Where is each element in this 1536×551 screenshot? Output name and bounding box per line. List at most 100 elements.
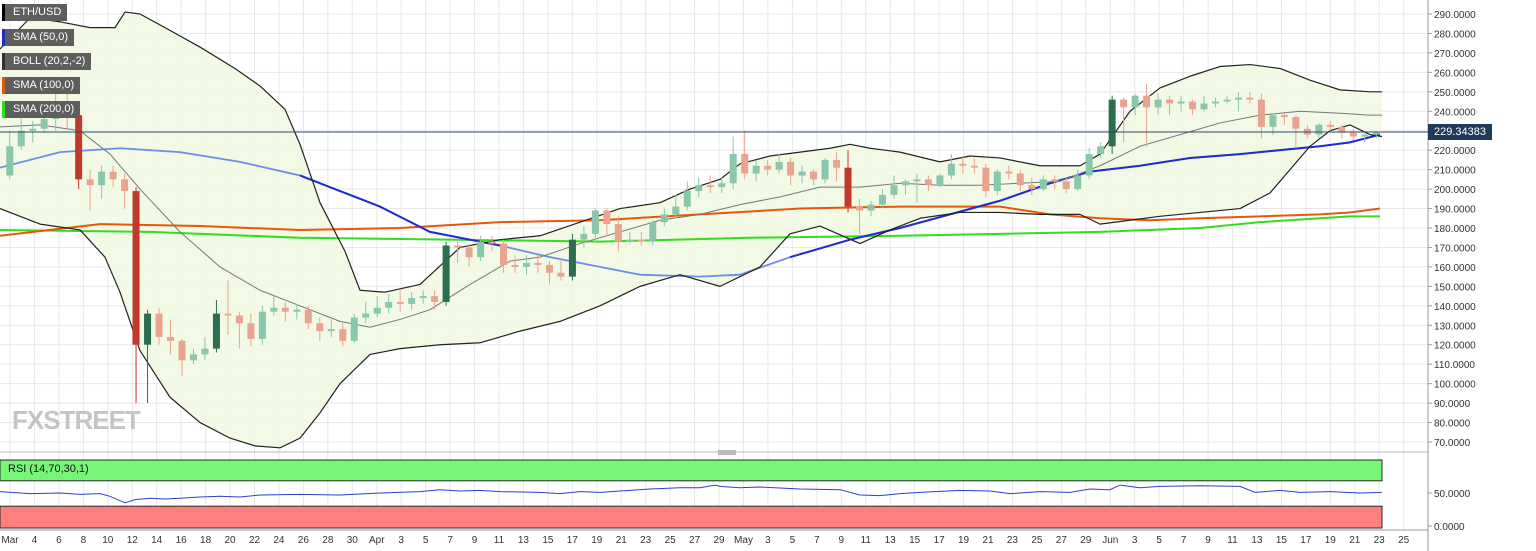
candle-body	[844, 167, 852, 207]
candle	[1234, 91, 1242, 112]
x-axis-label: 11	[1227, 535, 1238, 546]
candle-body	[1189, 101, 1197, 110]
legend-boll[interactable]: BOLL (20,2,-2)	[2, 53, 92, 70]
candle-body	[878, 194, 886, 205]
candle-body	[189, 354, 197, 361]
candle-body	[557, 272, 565, 277]
candle-body	[500, 243, 508, 265]
x-axis-label: 19	[1325, 535, 1337, 546]
candle	[660, 208, 668, 227]
candle	[488, 235, 496, 252]
candle-body	[155, 313, 163, 337]
y-axis-labels: 290.0000 280.0000 270.0000 260.0000 250.0000…	[1428, 10, 1476, 449]
candle	[649, 220, 657, 246]
x-axis-label: 10	[102, 535, 114, 546]
x-axis-label: 3	[398, 535, 404, 546]
candle	[1097, 142, 1105, 158]
y-axis-label: 290.0000	[1434, 10, 1476, 21]
candle-body	[993, 171, 1001, 192]
sma50-line-dark	[299, 174, 501, 247]
y-axis-label: 90.0000	[1434, 399, 1471, 410]
candle	[1039, 175, 1047, 192]
x-axis-label: 21	[982, 535, 994, 546]
candle-body	[1154, 99, 1162, 108]
candle-body	[454, 245, 462, 248]
candle-body	[327, 329, 335, 332]
candle	[281, 301, 289, 322]
x-axis-label: 7	[447, 535, 453, 546]
candle	[591, 208, 599, 238]
x-axis-labels: Mar 4 6 8 10 12 14 16 18 20 22 24 26 28 30 Apr 3 5 7 9 11 13 1…	[1, 535, 1409, 546]
candle-body	[442, 245, 450, 302]
rsi-label[interactable]: RSI (14,70,30,1)	[8, 463, 89, 475]
x-axis-label: 6	[56, 535, 62, 546]
x-axis-label: 20	[224, 535, 236, 546]
candle	[545, 261, 553, 285]
candle-body	[959, 163, 967, 166]
candle	[637, 231, 645, 246]
candle-body	[660, 214, 668, 223]
legend-sma50[interactable]: SMA (50,0)	[2, 29, 75, 46]
candle	[522, 255, 530, 275]
candle	[798, 165, 806, 184]
candle	[924, 175, 932, 192]
candle	[787, 157, 795, 186]
rsi-overbought-zone	[0, 459, 1383, 482]
legend-sma200[interactable]: SMA (200,0)	[2, 101, 81, 118]
y-axis-label: 110.0000	[1434, 360, 1475, 371]
candle-body	[637, 239, 645, 242]
candle-body	[212, 313, 220, 349]
legend-sma100[interactable]: SMA (100,0)	[2, 77, 81, 94]
candle-body	[511, 264, 519, 267]
candle-body	[1166, 99, 1174, 104]
candle-body	[316, 323, 324, 332]
candle	[1166, 95, 1174, 116]
candle-body	[833, 159, 841, 168]
candle	[477, 235, 485, 262]
candle-body	[1051, 179, 1059, 182]
candle-body	[591, 210, 599, 234]
candle-body	[1269, 115, 1277, 127]
candle	[385, 294, 393, 314]
candle-body	[1234, 97, 1242, 100]
x-axis-label: 21	[1349, 535, 1361, 546]
candle-body	[40, 119, 48, 129]
candle-body	[17, 130, 25, 147]
candle	[1005, 165, 1013, 180]
candle-body	[385, 301, 393, 308]
candle	[913, 173, 921, 203]
candle	[511, 255, 519, 273]
candle-body	[304, 309, 312, 324]
sma100-line	[0, 205, 1381, 237]
candle	[167, 319, 175, 355]
candle-body	[936, 175, 944, 186]
candle	[500, 239, 508, 273]
candle-body	[798, 171, 806, 176]
candle	[40, 115, 48, 133]
candle-body	[1200, 103, 1208, 110]
x-axis-label: Mar	[1, 535, 19, 546]
panel-resize-handle	[718, 450, 736, 455]
candle	[1016, 169, 1024, 192]
candle	[431, 290, 439, 310]
y-axis-label: 250.0000	[1434, 88, 1476, 99]
candle-body	[522, 263, 530, 267]
candle-body	[810, 171, 818, 180]
candle-body	[706, 185, 714, 188]
candle	[993, 169, 1001, 195]
legend-eth-usd[interactable]: ETH/USD	[2, 4, 68, 21]
candle	[1200, 95, 1208, 112]
candle	[132, 187, 140, 404]
candle	[970, 157, 978, 174]
y-axis-label: 280.0000	[1434, 29, 1476, 40]
candle	[580, 226, 588, 248]
y-axis-label: 80.0000	[1434, 419, 1471, 430]
candle	[1108, 95, 1116, 155]
candle-body	[913, 179, 921, 182]
candle	[1280, 113, 1288, 125]
y-axis-label: 170.0000	[1434, 243, 1476, 254]
candle	[1189, 99, 1197, 116]
candle	[189, 348, 197, 365]
